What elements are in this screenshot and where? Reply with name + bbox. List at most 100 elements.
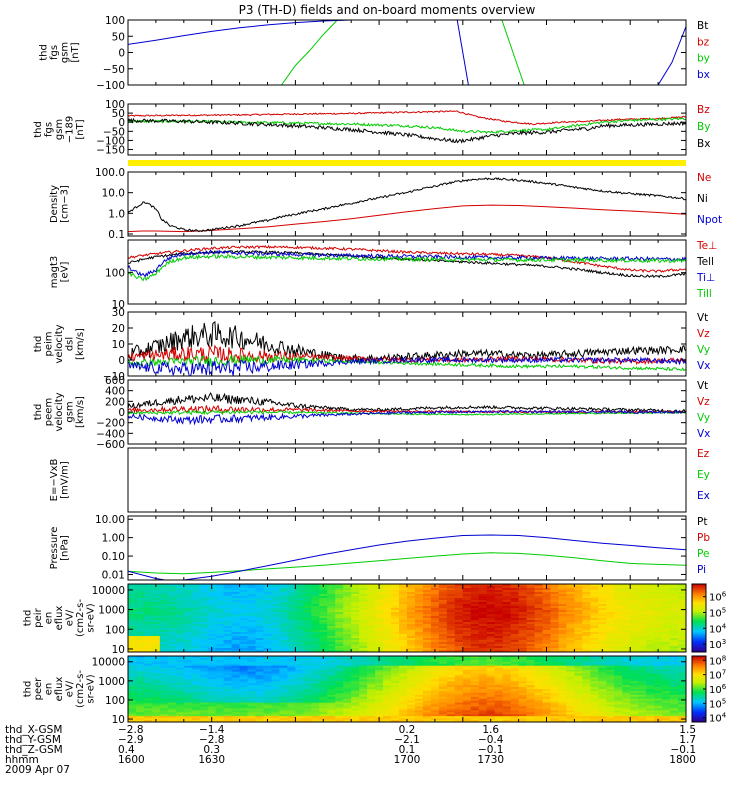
spectrogram-cell <box>550 634 560 637</box>
spectrogram-cell <box>446 598 456 601</box>
spectrogram-cell <box>654 636 663 639</box>
spectrogram-cell <box>510 642 520 645</box>
spectrogram-cell <box>311 659 320 663</box>
spectrogram-cell <box>486 673 496 677</box>
spectrogram-cell <box>199 650 209 652</box>
spectrogram-cell <box>662 628 671 631</box>
spectrogram-cell <box>239 592 249 595</box>
spectrogram-cell <box>319 634 328 637</box>
spectrogram-cell <box>191 708 201 711</box>
spectrogram-cell <box>430 592 440 595</box>
spectrogram-cell <box>263 689 273 692</box>
spectrogram-cell <box>167 628 177 631</box>
spectrogram-cell <box>175 620 185 623</box>
spectrogram-cell <box>414 720 424 722</box>
spectrogram-cell <box>454 698 464 702</box>
spectrogram-cell <box>207 612 217 615</box>
spectrogram-cell <box>470 638 480 641</box>
spectrogram-cell <box>606 614 615 617</box>
spectrogram-cell <box>622 640 631 643</box>
spectrogram-cell <box>486 634 496 637</box>
spectrogram-cell <box>303 702 312 706</box>
spectrogram-cell <box>606 610 615 613</box>
spectrogram-cell <box>271 596 281 599</box>
spectrogram-cell <box>199 694 209 698</box>
spectrogram-cell <box>630 604 639 607</box>
spectrogram-cell <box>143 616 153 619</box>
spectrogram-cell <box>223 681 233 684</box>
spectrogram-cell <box>335 610 344 613</box>
spectrogram-cell <box>438 638 448 641</box>
spectrogram-cell <box>191 646 201 649</box>
spectrogram-cell <box>614 600 623 603</box>
spectrogram-cell <box>311 628 320 631</box>
spectrogram-cell <box>446 694 456 698</box>
spectrogram-cell <box>215 696 225 700</box>
spectrogram-cell <box>566 677 575 680</box>
spectrogram-cell <box>223 694 233 698</box>
spectrogram-cell <box>367 606 376 609</box>
y-tick-label: 10000 <box>92 585 125 597</box>
spectrogram-cell <box>255 671 265 675</box>
spectrogram-cell <box>582 610 591 613</box>
spectrogram-cell <box>223 596 233 599</box>
spectrogram-cell <box>510 718 520 721</box>
spectrogram-cell <box>128 669 137 673</box>
spectrogram-cell <box>462 594 472 597</box>
spectrogram-cell <box>574 598 583 601</box>
spectrogram-cell <box>255 614 265 617</box>
spectrogram-cell <box>558 586 568 589</box>
spectrogram-cell <box>534 702 544 706</box>
spectrogram-cell <box>215 624 225 627</box>
spectrogram-cell <box>223 659 233 663</box>
spectrogram-cell <box>175 659 185 663</box>
spectrogram-cell <box>191 685 201 688</box>
spectrogram-cell <box>407 632 416 635</box>
spectrogram-cell <box>263 702 273 706</box>
spectrogram-cell <box>343 626 352 629</box>
spectrogram-cell <box>470 588 480 591</box>
spectrogram-cell <box>367 596 376 599</box>
spectrogram-cell <box>486 669 496 673</box>
y-axis-label-line: thd <box>33 121 44 138</box>
spectrogram-cell <box>159 584 169 587</box>
spectrogram-cell <box>542 644 552 647</box>
spectrogram-cell <box>143 642 153 645</box>
spectrogram-cell <box>271 669 281 673</box>
spectrogram-cell <box>128 626 137 629</box>
spectrogram-cell <box>462 700 472 704</box>
spectrogram-cell <box>391 698 400 702</box>
spectrogram-cell <box>263 673 273 677</box>
spectrogram-cell <box>598 598 607 601</box>
spectrogram-cell <box>135 696 145 700</box>
spectrogram-cell <box>414 628 424 631</box>
spectrogram-cell <box>391 634 400 637</box>
spectrogram-cell <box>311 694 320 698</box>
spectrogram-cell <box>287 624 296 627</box>
spectrogram-cell <box>430 704 440 708</box>
spectrogram-cell <box>191 712 201 715</box>
spectrogram-cell <box>311 685 320 688</box>
spectrogram-cell <box>399 650 408 652</box>
legend-item-Vx: Vx <box>697 360 710 372</box>
spectrogram-cell <box>207 614 217 617</box>
spectrogram-cell <box>574 602 583 605</box>
spectrogram-cell <box>207 712 217 715</box>
spectrogram-cell <box>430 636 440 639</box>
spectrogram-cell <box>263 671 273 675</box>
spectrogram-cell <box>215 667 225 671</box>
spectrogram-cell <box>151 586 161 589</box>
spectrogram-cell <box>383 650 392 652</box>
spectrogram-cell <box>327 634 336 637</box>
spectrogram-cell <box>622 600 631 603</box>
spectrogram-cell <box>327 657 336 661</box>
spectrogram-cell <box>255 600 265 603</box>
spectrogram-cell <box>295 622 304 625</box>
spectrogram-cell <box>239 612 249 615</box>
spectrogram-cell <box>128 690 137 694</box>
spectrogram-cell <box>175 698 185 702</box>
spectrogram-cell <box>510 592 520 595</box>
spectrogram-cell <box>255 634 265 637</box>
spectrogram-cell <box>558 646 568 649</box>
spectrogram-cell <box>414 706 424 710</box>
